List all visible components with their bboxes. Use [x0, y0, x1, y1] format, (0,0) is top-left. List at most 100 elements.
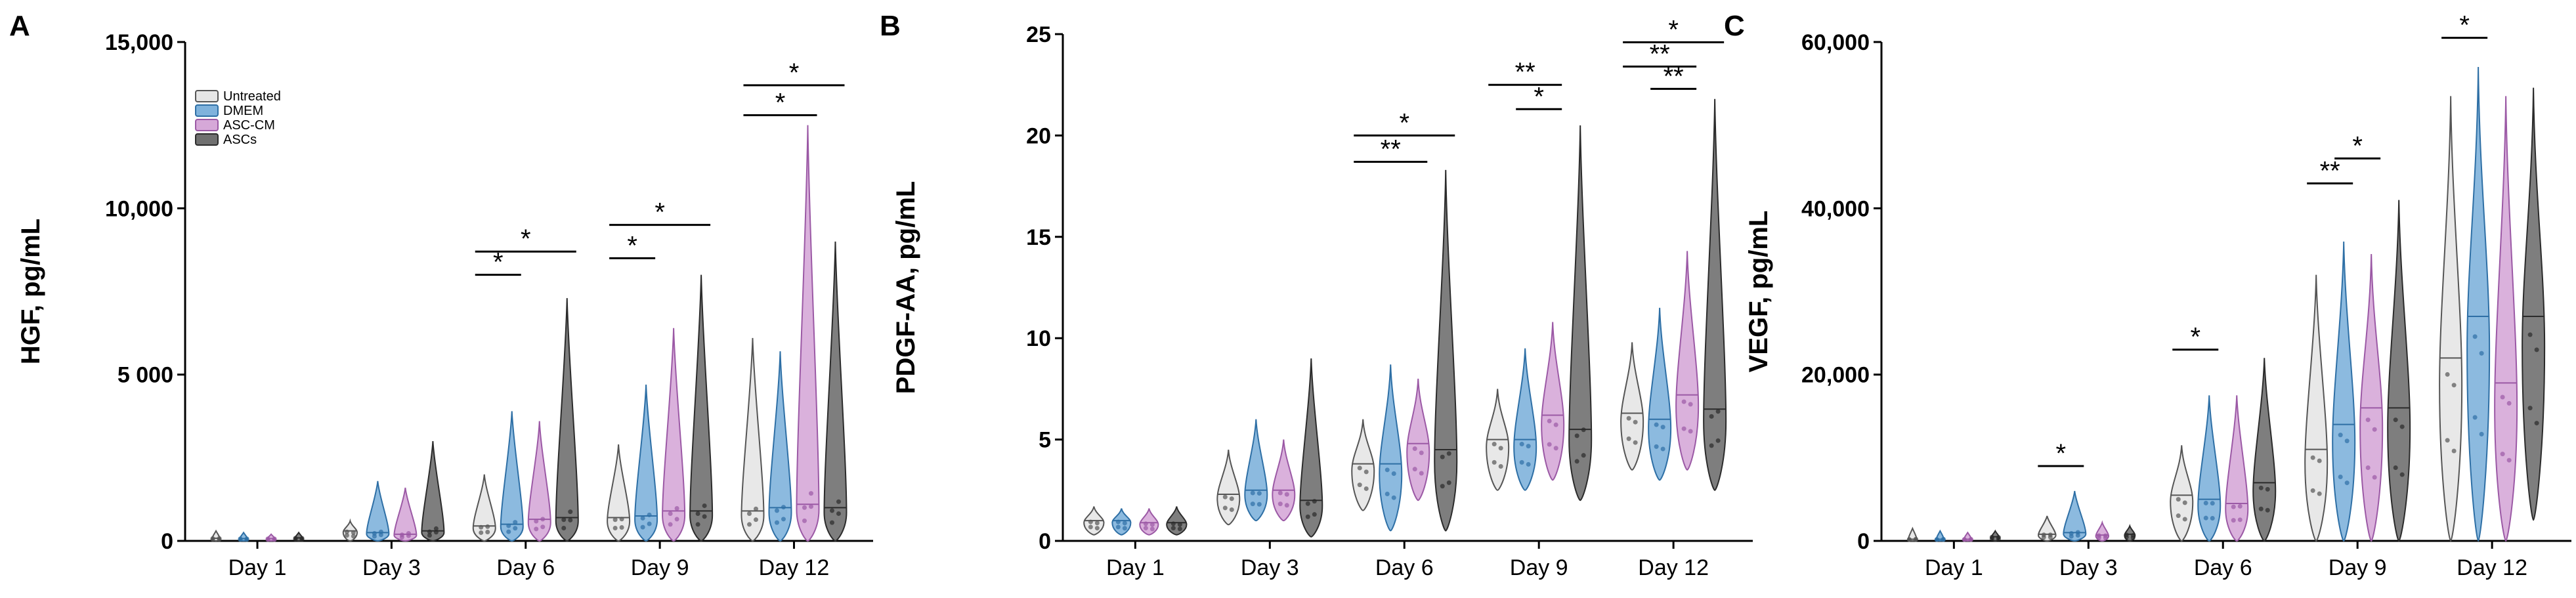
data-point [702, 503, 707, 508]
violin-dmem-day-12 [768, 351, 792, 542]
data-point [1229, 507, 1234, 512]
data-point [2258, 506, 2264, 511]
data-point [1446, 451, 1451, 456]
x-tick-label-day-1: Day 1 [1925, 555, 1983, 580]
data-point [217, 537, 222, 542]
data-point [1654, 422, 1659, 427]
data-point [647, 521, 652, 526]
data-point [1913, 537, 1918, 542]
data-point [1385, 467, 1390, 473]
data-point [506, 529, 511, 534]
data-point [1519, 442, 1524, 447]
data-point [1094, 526, 1100, 531]
data-point [2182, 517, 2187, 522]
data-point [702, 514, 707, 519]
data-point [1222, 494, 1228, 500]
data-point [781, 517, 786, 522]
significance-bar: * [1623, 15, 1725, 44]
significance-bar: * [743, 58, 845, 87]
data-point [619, 525, 624, 530]
data-point [1654, 444, 1659, 449]
data-point [1419, 450, 1424, 456]
violin-ascs-day-6 [2252, 358, 2277, 542]
x-tick-label-day-12: Day 12 [2457, 555, 2527, 580]
data-point [479, 530, 484, 535]
violin-untreated-day-3 [2037, 515, 2057, 542]
violin-untreated-day-12 [741, 337, 765, 542]
significance-bar: ** [1623, 39, 1697, 68]
significance-label: * [1399, 108, 1409, 137]
data-point [1526, 444, 1531, 449]
data-point [2445, 372, 2450, 377]
violin-ascs-day-9 [1568, 125, 1593, 502]
violin-asc-cm-day-3 [1272, 439, 1296, 522]
violin-asc-cm-day-3 [393, 487, 418, 542]
data-point [534, 526, 539, 532]
data-point [1626, 436, 1631, 441]
data-point [1660, 425, 1665, 430]
y-tick-label: 0 [1039, 529, 1051, 554]
data-point [1492, 442, 1497, 447]
data-point [1492, 459, 1497, 465]
data-point [1222, 505, 1228, 511]
data-point [668, 511, 673, 517]
significance-label: ** [1650, 39, 1670, 68]
data-point [427, 533, 432, 538]
significance-label: * [789, 58, 800, 87]
violin-ascs-day-12 [823, 241, 848, 542]
data-point [2451, 448, 2457, 454]
violin-dmem-day-9 [2332, 241, 2356, 542]
violin-asc-cm-day-12 [796, 125, 820, 542]
x-tick-label-day-3: Day 3 [1241, 555, 1299, 580]
data-point [1906, 537, 1912, 542]
data-point [1363, 486, 1369, 491]
violin-untreated-day-6 [1351, 419, 1375, 511]
significance-bar: * [475, 224, 576, 253]
violin-untreated-day-3 [1216, 449, 1241, 526]
series-ascs [1166, 98, 1727, 538]
data-point [746, 522, 752, 527]
data-point [433, 526, 439, 531]
series-untreated [1906, 96, 2463, 542]
data-point [1989, 536, 1994, 542]
data-point [2399, 424, 2405, 429]
data-point [485, 529, 490, 534]
data-point [2365, 465, 2371, 471]
x-tick-label-day-3: Day 3 [2059, 555, 2118, 580]
significance-bar: * [1354, 108, 1455, 137]
y-axis-title: PDGF-AA, pg/mL [891, 181, 920, 394]
data-point [2048, 534, 2053, 540]
data-point [1277, 502, 1283, 507]
series-asc-cm [265, 125, 820, 542]
data-point [640, 515, 645, 521]
data-point [378, 532, 383, 538]
data-point [1143, 526, 1148, 531]
data-point [540, 517, 546, 522]
data-point [1391, 495, 1396, 500]
data-point [774, 520, 779, 525]
data-point [1440, 454, 1445, 459]
data-point [2317, 491, 2322, 496]
violin-asc-cm-day-12 [2494, 96, 2518, 542]
significance-label: ** [1515, 58, 1535, 87]
series-dmem [238, 351, 792, 542]
data-point [2338, 433, 2343, 438]
data-point [753, 517, 758, 523]
data-point [1149, 526, 1155, 532]
data-point [1250, 490, 1255, 496]
data-point [2479, 351, 2484, 356]
legend-label-dmem: DMEM [223, 104, 263, 118]
panel-c: C VEGF, pg/mL 0 20,000 40,000 60,000 Day 1 Day … [1724, 10, 2571, 580]
significance-bar: * [2441, 11, 2488, 40]
data-point [1574, 433, 1579, 438]
significance-bar: * [475, 248, 521, 277]
data-point [1122, 526, 1127, 531]
data-point [1688, 429, 1693, 434]
data-point [808, 504, 813, 509]
data-point [2203, 515, 2208, 521]
data-point [2445, 438, 2450, 443]
violin-ascs-day-3 [421, 440, 445, 542]
violin-untreated-day-9 [607, 444, 631, 542]
data-point [1177, 526, 1182, 532]
